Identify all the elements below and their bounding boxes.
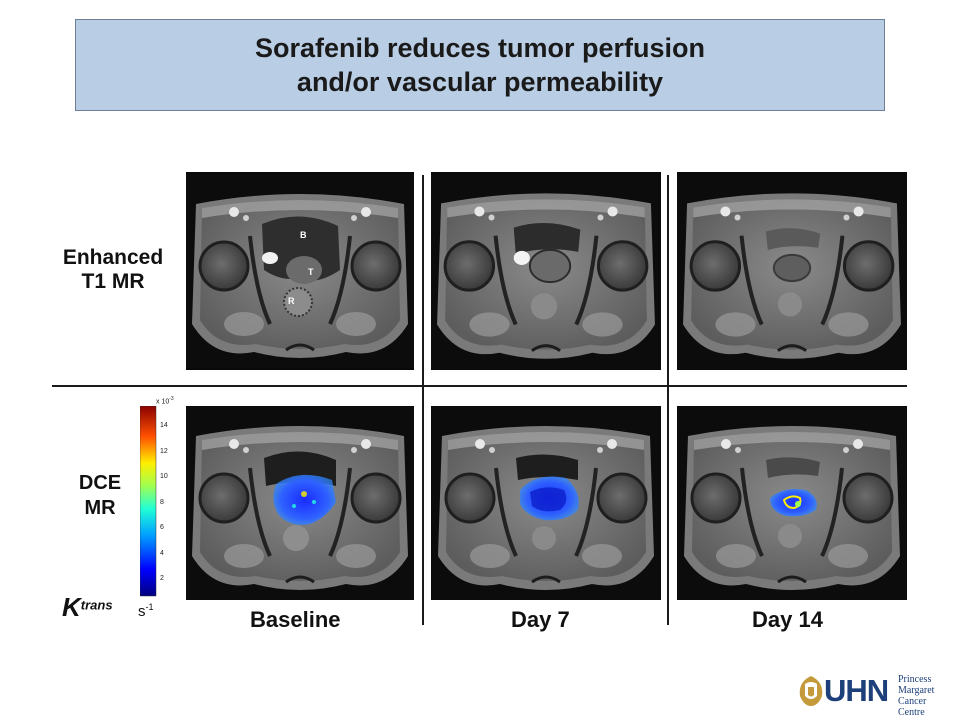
- mr-image-enhanced-day14: [677, 172, 907, 370]
- horizontal-divider: [52, 385, 907, 387]
- column-label-day7: Day 7: [511, 607, 570, 632]
- colorbar-scale-label: x 10-3: [156, 396, 174, 406]
- anatomy-label-rectum: R: [288, 296, 295, 306]
- row-label-enhanced-line2: T1 MR: [81, 270, 145, 293]
- uhn-emblem-icon: [799, 676, 823, 706]
- vertical-divider-2: [667, 175, 669, 625]
- title-line-1: Sorafenib reduces tumor perfusion: [254, 33, 706, 63]
- uhn-brand-text: UHN: [824, 673, 889, 708]
- uhn-subtitle-line2: Margaret: [898, 685, 935, 696]
- mr-image-dce-day7: [431, 406, 661, 600]
- title-box: Sorafenib reduces tumor perfusion and/or…: [75, 19, 885, 111]
- mr-panel-enhanced-day14: [677, 172, 907, 370]
- perfusion-map-day14: [770, 489, 817, 517]
- ktrans-label: Ktrans: [62, 592, 113, 623]
- uhn-subtitle-line1: Princess: [898, 674, 932, 685]
- colorbar-tick: 14: [160, 422, 168, 429]
- ktrans-unit: s-1: [138, 602, 154, 620]
- column-label-day14: Day 14: [752, 607, 823, 632]
- perfusion-map-baseline: [273, 474, 336, 525]
- mr-panel-dce-day7: [431, 406, 661, 600]
- mr-panel-enhanced-baseline: B T R: [186, 172, 414, 370]
- uhn-subtitle: Princess Margaret Cancer Centre: [898, 674, 954, 718]
- column-label-baseline: Baseline: [250, 607, 341, 632]
- mr-image-enhanced-baseline: B T R: [186, 172, 414, 370]
- ktrans-k: K: [62, 592, 81, 622]
- uhn-logo: UHN Princess Margaret Cancer Centre: [796, 672, 954, 718]
- row-label-enhanced-line1: Enhanced: [62, 246, 164, 269]
- colorbar-tick: 12: [160, 447, 168, 455]
- row-label-dce-line2: MR: [84, 497, 116, 519]
- title-line-2: and/or vascular permeability: [296, 67, 664, 97]
- mr-panel-dce-baseline: [186, 406, 414, 600]
- vertical-divider-1: [422, 175, 424, 625]
- colorbar-tick: 10: [160, 473, 168, 480]
- mr-panel-enhanced-day7: [431, 172, 661, 370]
- colorbar-tick: 2: [160, 575, 164, 582]
- mr-image-dce-day14: [677, 406, 907, 600]
- ktrans-sup: trans: [80, 597, 113, 613]
- uhn-subtitle-line3: Cancer Centre: [898, 696, 927, 718]
- anatomy-label-bladder: B: [300, 230, 307, 240]
- colorbar-tick: 8: [160, 498, 164, 506]
- mr-image-dce-baseline: [186, 406, 414, 600]
- anatomy-label-tumor: T: [308, 267, 314, 277]
- colorbar-gradient: [140, 406, 157, 597]
- row-label-dce: DCE MR: [60, 471, 140, 521]
- colorbar: x 10-3 14 12 10 8 6 4 2: [140, 396, 180, 597]
- row-label-dce-line1: DCE: [78, 472, 122, 494]
- mr-panel-dce-day14: [677, 406, 907, 600]
- colorbar-tick: 6: [160, 524, 164, 531]
- mr-image-enhanced-day7: [431, 172, 661, 370]
- row-label-enhanced: Enhanced T1 MR: [48, 246, 178, 294]
- colorbar-tick: 4: [160, 549, 164, 557]
